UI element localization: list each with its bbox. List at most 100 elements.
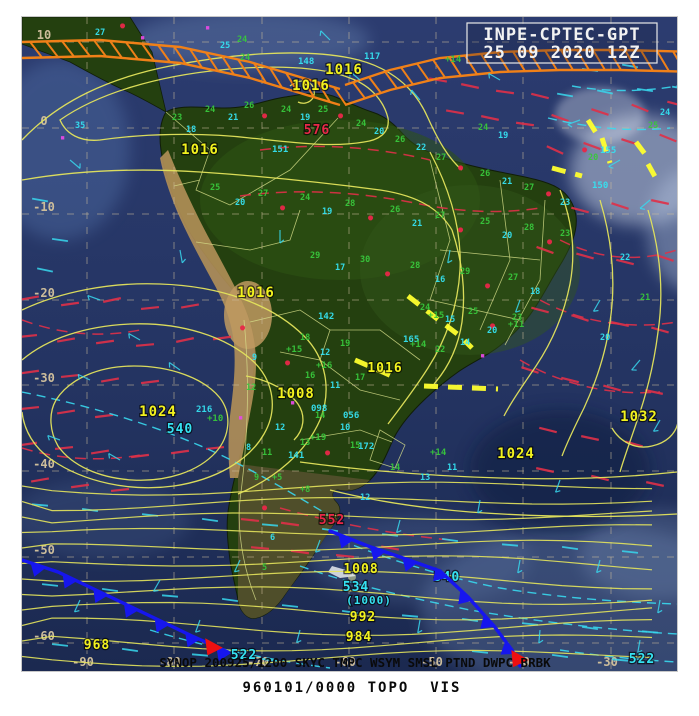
wind-barb: [108, 452, 121, 461]
station-plot-value: 15: [350, 441, 360, 451]
title-box: INPE-CPTEC-GPT 25 09 2020 12Z: [466, 22, 658, 64]
itcz-hatch: [560, 49, 574, 71]
wind-barb: [554, 479, 561, 493]
cold-front-triangle: [123, 603, 139, 618]
red-wind-streak: [170, 449, 190, 455]
red-wind-streak: [616, 258, 634, 266]
cold-front-triangle: [216, 646, 231, 661]
itcz-hatch: [544, 49, 558, 71]
itcz-hatch: [125, 41, 139, 60]
station-plot-value: 5: [262, 563, 267, 573]
station-plot-value: 172: [358, 442, 374, 452]
station-plot-value: +14: [410, 340, 427, 350]
map-area: 100-10-20-30-40-50-60-90-80-70-60-50-40-…: [22, 17, 677, 671]
contour-label: 992: [350, 610, 376, 625]
itcz-hatch: [301, 77, 315, 98]
isobar-path-south: [22, 496, 653, 512]
isobar-path-south: [22, 617, 653, 636]
trough-axis: [599, 137, 613, 164]
landmass: [22, 17, 580, 619]
lon-label: -80: [159, 655, 181, 669]
station-plot-value: 27: [95, 28, 105, 38]
cold-front-triangle: [185, 632, 200, 648]
station-plot-value: 148: [298, 57, 314, 67]
itcz-hatch: [237, 58, 251, 79]
station-plot-value: ▪: [290, 398, 295, 408]
patagonia-steppe: [238, 464, 370, 619]
red-wind-streak: [100, 377, 120, 383]
itcz-hatch: [640, 50, 654, 72]
red-wind-streak: [644, 389, 664, 395]
cyan-wind-streak: [596, 89, 614, 95]
chart-datetime: 25 09 2020 12Z: [483, 43, 640, 63]
red-wind-streak: [551, 113, 569, 123]
trough-axis: [354, 357, 395, 380]
station-plot-value: 151: [272, 145, 288, 155]
station-plot-value: 28: [410, 261, 420, 271]
station-plot-value: 24: [356, 119, 366, 129]
itcz-hatch: [656, 50, 670, 72]
cyan-wind-streak: [636, 87, 654, 93]
cyan-wind-streak: [641, 630, 659, 634]
station-plot-value: ●: [262, 111, 268, 121]
cyan-wind-streak: [41, 583, 59, 587]
pressure-thickness-labels: 1016101610161016101610081008102410241032…: [83, 61, 659, 668]
lat-label: -30: [33, 371, 55, 385]
wind-barb: [411, 89, 421, 101]
wind-barb: [349, 71, 361, 81]
isobar-path: [503, 189, 574, 417]
thickness-dashed-line: [571, 85, 677, 92]
itcz-rail: [22, 54, 341, 107]
amazon-forest-tint: [200, 120, 480, 280]
wind-barb: [596, 559, 601, 573]
station-plot-value: ●: [485, 281, 491, 291]
cyan-wind-streak: [101, 587, 119, 593]
station-plot-value: 20: [502, 231, 512, 241]
isobar-path: [22, 283, 327, 495]
wind-barb-flag: [593, 309, 599, 312]
station-plot-value: ●: [285, 358, 291, 368]
wind-barb: [488, 72, 501, 81]
station-plot-value: 21: [228, 113, 238, 123]
wind-barb: [567, 119, 581, 126]
trough-axis: [406, 294, 474, 350]
red-wind-streak: [205, 445, 225, 451]
isobar-path-south: [22, 570, 653, 590]
red-wind-streak: [561, 376, 579, 384]
itcz-hatch: [141, 43, 155, 62]
red-wind-streak: [610, 321, 630, 327]
red-wind-streak: [521, 366, 539, 374]
station-plot-value: 098: [311, 404, 327, 414]
isobar-path-south: [22, 510, 653, 524]
red-wind-streak: [580, 435, 600, 441]
station-plot-value: 25: [648, 121, 658, 131]
red-wind-streak: [250, 546, 270, 550]
station-plot-value: 16: [435, 275, 445, 285]
itcz-hatch: [432, 59, 446, 79]
itcz-hatch: [528, 50, 542, 72]
station-plot-value: 21: [502, 177, 512, 187]
cyan-wind-streak: [51, 643, 69, 647]
cyan-wind-streak: [561, 545, 579, 551]
station-plot-value: 6: [270, 533, 275, 543]
station-plot-value: 24: [300, 193, 310, 203]
lon-label: -50: [421, 655, 443, 669]
station-plot-value: +16: [316, 361, 332, 371]
station-plot-value: 17: [335, 263, 345, 273]
cyan-wind-streak: [611, 658, 629, 662]
station-plot-value: ●: [240, 323, 246, 333]
cyan-wind-streak: [201, 517, 219, 523]
cold-front-triangle: [154, 618, 170, 633]
thickness-dashed-line: [299, 565, 677, 635]
red-dashed-isoline: [239, 191, 541, 213]
station-plot-value: 20: [487, 326, 497, 336]
station-plot-value: 27: [435, 211, 445, 221]
itcz-hatch: [512, 51, 526, 72]
itcz-hatch: [93, 39, 107, 58]
wind-barb: [179, 249, 183, 263]
station-plot-value: 27: [508, 273, 518, 283]
station-plot-value: 26: [480, 169, 490, 179]
cyan-wind-streak: [31, 197, 49, 203]
station-plot-value: 22: [620, 253, 630, 263]
